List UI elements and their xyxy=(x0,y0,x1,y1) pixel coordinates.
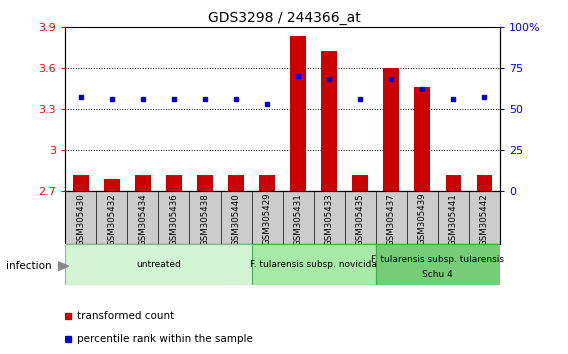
Bar xyxy=(166,175,182,191)
Bar xyxy=(197,175,213,191)
Bar xyxy=(135,175,151,191)
Bar xyxy=(445,175,461,191)
Bar xyxy=(65,244,252,285)
Bar xyxy=(352,175,368,191)
Text: infection: infection xyxy=(6,261,51,271)
Text: Schu 4: Schu 4 xyxy=(423,270,453,279)
Text: percentile rank within the sample: percentile rank within the sample xyxy=(77,334,253,344)
Text: GSM305441: GSM305441 xyxy=(449,193,458,246)
Text: GSM305442: GSM305442 xyxy=(480,193,489,246)
Text: GSM305435: GSM305435 xyxy=(356,193,365,246)
Text: F. tularensis subsp. novicida: F. tularensis subsp. novicida xyxy=(250,260,377,269)
Text: untreated: untreated xyxy=(136,260,181,269)
Text: GSM305438: GSM305438 xyxy=(201,193,210,246)
Text: GSM305436: GSM305436 xyxy=(169,193,178,246)
Bar xyxy=(260,175,275,191)
Bar xyxy=(383,68,399,191)
Text: GSM305437: GSM305437 xyxy=(387,193,396,246)
Text: GSM305440: GSM305440 xyxy=(232,193,240,246)
Text: GSM305432: GSM305432 xyxy=(107,193,116,246)
Text: GSM305431: GSM305431 xyxy=(294,193,303,246)
Text: GDS3298 / 244366_at: GDS3298 / 244366_at xyxy=(208,11,360,25)
Bar xyxy=(477,175,492,191)
Bar xyxy=(375,244,500,285)
Bar xyxy=(252,244,375,285)
Text: GSM305433: GSM305433 xyxy=(325,193,333,246)
Polygon shape xyxy=(59,262,69,270)
Bar xyxy=(73,175,89,191)
Text: transformed count: transformed count xyxy=(77,311,175,321)
Bar xyxy=(104,179,120,191)
Text: GSM305439: GSM305439 xyxy=(417,193,427,245)
Bar xyxy=(321,51,337,191)
Bar xyxy=(290,36,306,191)
Text: GSM305430: GSM305430 xyxy=(76,193,85,246)
Bar xyxy=(228,175,244,191)
Text: F. tularensis subsp. tularensis: F. tularensis subsp. tularensis xyxy=(371,255,504,264)
Text: GSM305434: GSM305434 xyxy=(139,193,148,246)
Bar xyxy=(415,87,430,191)
Text: GSM305429: GSM305429 xyxy=(262,193,272,245)
